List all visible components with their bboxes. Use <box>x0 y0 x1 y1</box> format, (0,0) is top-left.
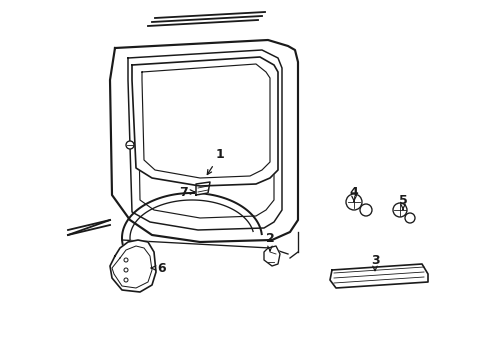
Circle shape <box>124 258 128 262</box>
Circle shape <box>359 204 371 216</box>
Polygon shape <box>110 40 297 242</box>
Text: 5: 5 <box>398 194 407 210</box>
Text: 3: 3 <box>370 253 379 271</box>
Text: 1: 1 <box>207 148 224 175</box>
Circle shape <box>126 141 134 149</box>
Text: 7: 7 <box>179 185 194 198</box>
Circle shape <box>404 213 414 223</box>
Circle shape <box>392 203 406 217</box>
Circle shape <box>346 194 361 210</box>
Text: 4: 4 <box>349 185 358 201</box>
Circle shape <box>124 268 128 272</box>
Text: 2: 2 <box>265 231 274 251</box>
Polygon shape <box>110 240 156 292</box>
Polygon shape <box>264 246 280 266</box>
Polygon shape <box>132 57 278 186</box>
Polygon shape <box>196 182 209 195</box>
Circle shape <box>124 278 128 282</box>
Text: 6: 6 <box>151 261 166 274</box>
Polygon shape <box>329 264 427 288</box>
